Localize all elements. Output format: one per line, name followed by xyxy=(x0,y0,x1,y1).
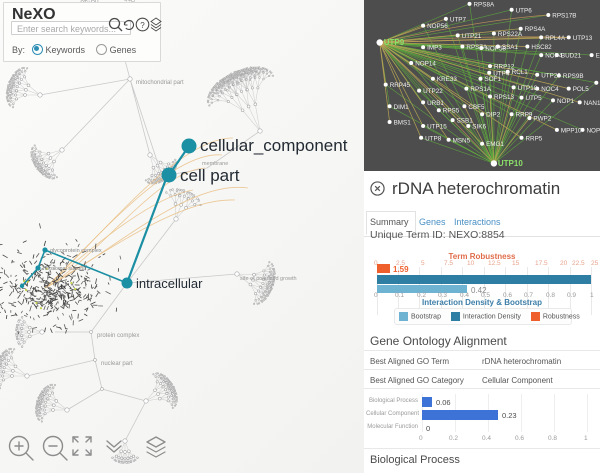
svg-text:RPS1A: RPS1A xyxy=(470,86,491,93)
svg-text:UTP5: UTP5 xyxy=(526,95,543,102)
svg-text:protein complex: protein complex xyxy=(97,333,139,339)
svg-text:KRE33: KRE33 xyxy=(437,76,457,83)
svg-text:nuclear part: nuclear part xyxy=(101,361,133,367)
svg-text:NOP14: NOP14 xyxy=(415,61,436,68)
svg-text:PWP2: PWP2 xyxy=(533,116,551,123)
svg-text:?: ? xyxy=(140,21,145,30)
svg-text:UTP18: UTP18 xyxy=(518,85,538,92)
svg-text:ribosomal subunit: ribosomal subunit xyxy=(43,266,87,272)
svg-text:RPS8A: RPS8A xyxy=(474,1,495,8)
svg-text:RPS4A: RPS4A xyxy=(525,26,546,33)
svg-text:intracellular: intracellular xyxy=(136,276,203,291)
svg-text:POL5: POL5 xyxy=(573,86,590,93)
svg-text:HSC82: HSC82 xyxy=(531,44,552,51)
svg-text:cell part: cell part xyxy=(180,166,240,185)
svg-text:NOP56: NOP56 xyxy=(427,23,448,30)
svg-text:site of polarized growth: site of polarized growth xyxy=(240,276,297,282)
svg-text:mitochondrial part: mitochondrial part xyxy=(136,80,184,86)
svg-text:NOP6: NOP6 xyxy=(587,127,600,134)
svg-text:UTP20: UTP20 xyxy=(541,72,561,79)
svg-text:UTP15: UTP15 xyxy=(427,124,447,131)
svg-text:MPP10: MPP10 xyxy=(561,127,582,134)
svg-text:UTP6: UTP6 xyxy=(516,7,533,14)
svg-text:glycoprotein complex: glycoprotein complex xyxy=(50,248,102,254)
svg-text:RPS22A: RPS22A xyxy=(498,31,523,38)
svg-text:UTP8: UTP8 xyxy=(425,135,442,142)
svg-text:NOP1: NOP1 xyxy=(557,98,575,105)
svg-text:RPL4A: RPL4A xyxy=(545,35,566,42)
svg-text:IMP3: IMP3 xyxy=(427,45,442,52)
svg-text:UTP7: UTP7 xyxy=(450,16,467,23)
svg-text:RPS5: RPS5 xyxy=(443,108,460,115)
svg-text:RPS17B: RPS17B xyxy=(552,13,576,20)
svg-text:SOF1: SOF1 xyxy=(485,76,502,83)
svg-text:EMG1: EMG1 xyxy=(486,141,504,148)
svg-text:cellular_component: cellular_component xyxy=(200,136,348,155)
svg-text:BUD21: BUD21 xyxy=(561,53,582,60)
svg-text:UTP9: UTP9 xyxy=(384,38,405,47)
svg-text:SSA1: SSA1 xyxy=(502,44,519,51)
svg-text:RRP9: RRP9 xyxy=(516,112,533,119)
svg-text:DIP2: DIP2 xyxy=(486,112,500,119)
svg-text:URB1: URB1 xyxy=(427,100,444,107)
svg-text:UTP22: UTP22 xyxy=(423,88,443,95)
svg-text:RPS9B: RPS9B xyxy=(563,73,584,80)
svg-text:ENP1: ENP1 xyxy=(596,53,600,60)
svg-text:UTP10: UTP10 xyxy=(498,159,523,168)
svg-text:UTP21: UTP21 xyxy=(462,33,482,40)
svg-text:RRP5: RRP5 xyxy=(526,135,543,142)
svg-text:NAN1: NAN1 xyxy=(584,100,600,107)
svg-text:RPS13: RPS13 xyxy=(494,94,514,101)
svg-text:RCL1: RCL1 xyxy=(512,69,529,76)
svg-text:DIM1: DIM1 xyxy=(394,104,410,111)
svg-text:NOC4: NOC4 xyxy=(541,86,559,93)
svg-text:RRP45: RRP45 xyxy=(390,82,411,89)
svg-text:membrane: membrane xyxy=(202,161,228,167)
svg-text:UTP13: UTP13 xyxy=(573,35,593,42)
svg-text:MSN5: MSN5 xyxy=(453,137,471,144)
svg-text:CBF5: CBF5 xyxy=(468,104,485,111)
svg-text:SIK6: SIK6 xyxy=(472,124,486,131)
svg-text:BMS1: BMS1 xyxy=(394,120,412,127)
svg-text:SSB1: SSB1 xyxy=(457,118,474,125)
